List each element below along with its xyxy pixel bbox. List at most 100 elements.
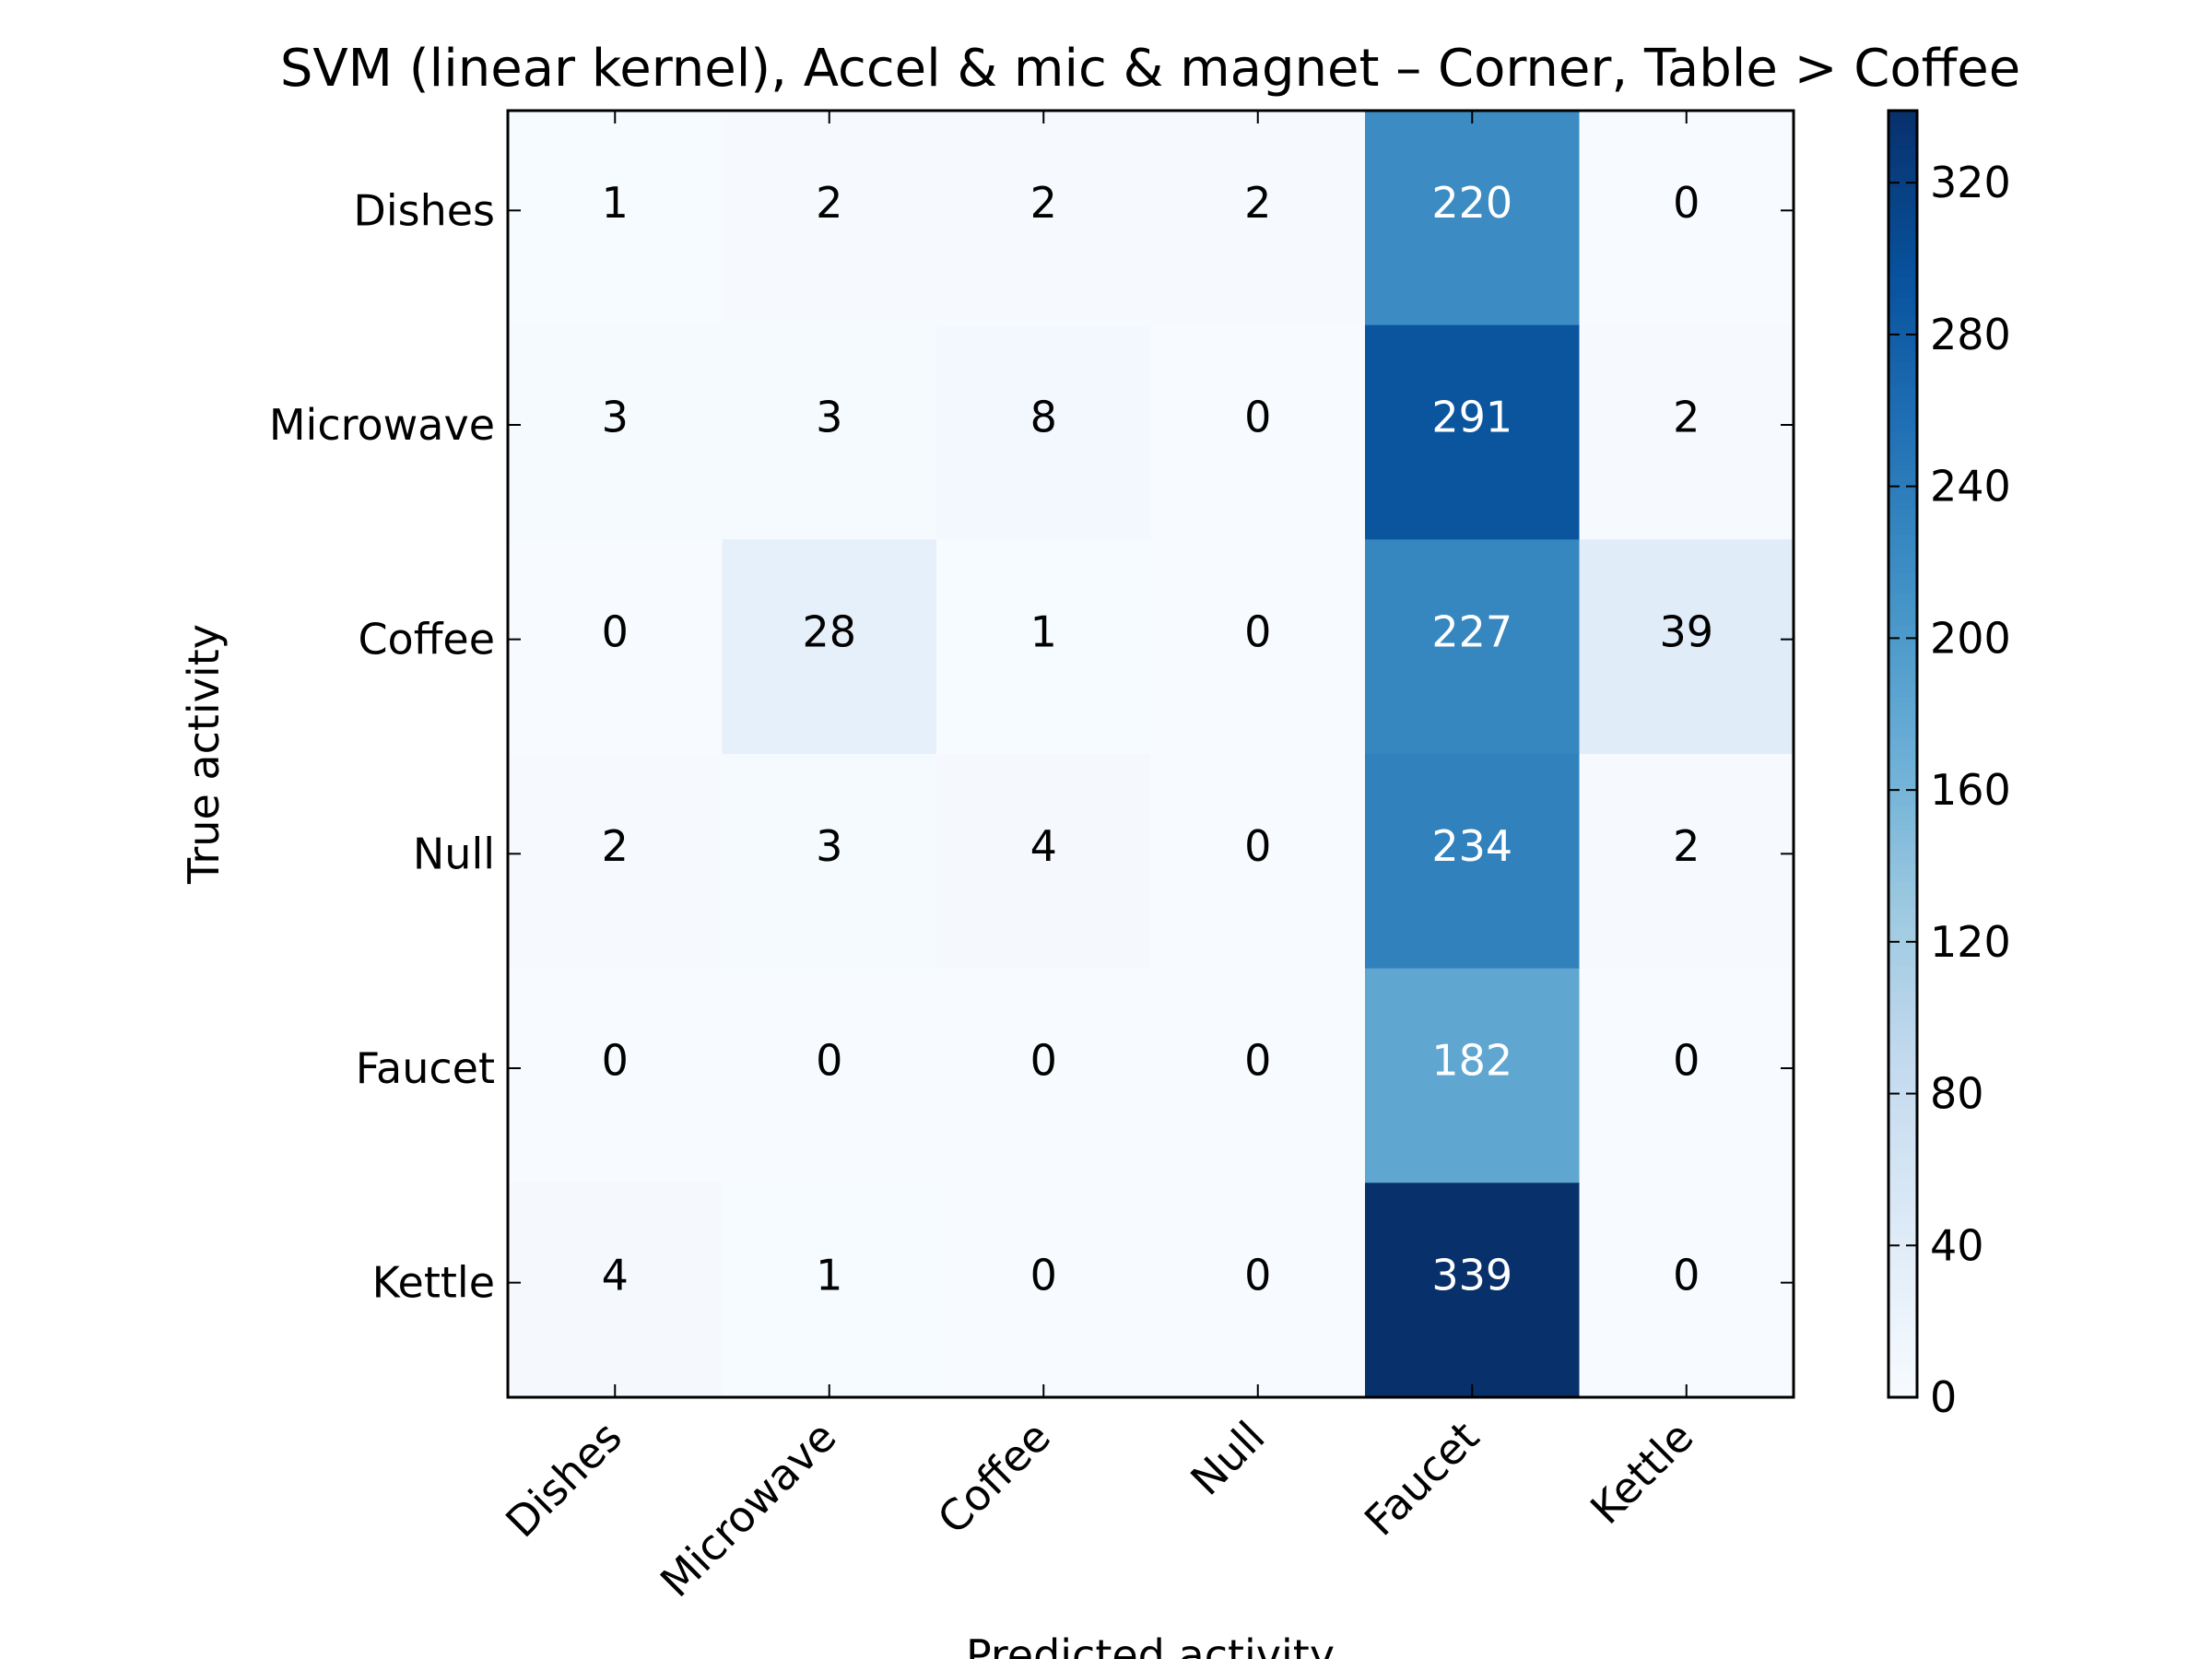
x-tick-label: Null bbox=[1181, 1412, 1274, 1505]
colorbar-segment bbox=[1888, 394, 1917, 401]
colorbar-segment bbox=[1888, 483, 1917, 491]
colorbar-tick-label: 40 bbox=[1930, 1220, 1984, 1270]
chart-title: SVM (linear kernel), Accel & mic & magne… bbox=[280, 39, 2020, 99]
colorbar-segment bbox=[1888, 502, 1917, 511]
colorbar-segment bbox=[1888, 1197, 1917, 1206]
colorbar-segment bbox=[1888, 953, 1917, 961]
colorbar-segment bbox=[1888, 657, 1917, 665]
cell-value-label: 0 bbox=[1244, 393, 1271, 442]
colorbar-segment bbox=[1888, 547, 1917, 556]
cell-value-label: 2 bbox=[1030, 178, 1057, 228]
cell-value-label: 2 bbox=[1244, 178, 1271, 228]
colorbar-segment bbox=[1888, 444, 1917, 453]
colorbar-tick-label: 0 bbox=[1930, 1372, 1957, 1422]
colorbar-segment bbox=[1888, 200, 1917, 208]
colorbar-segment bbox=[1888, 496, 1917, 504]
colorbar-segment bbox=[1888, 560, 1917, 569]
colorbar-segment bbox=[1888, 245, 1917, 253]
colorbar-segment bbox=[1888, 927, 1917, 935]
colorbar-segment bbox=[1888, 992, 1917, 1000]
colorbar-segment bbox=[1888, 541, 1917, 549]
colorbar-segment bbox=[1888, 477, 1917, 485]
heatmap-cell bbox=[1579, 754, 1794, 970]
colorbar-segment bbox=[1888, 766, 1917, 774]
colorbar-segment bbox=[1888, 116, 1917, 124]
colorbar-segment bbox=[1888, 329, 1917, 337]
colorbar-segment bbox=[1888, 985, 1917, 994]
colorbar-tick-label: 160 bbox=[1930, 765, 2011, 815]
cell-value-label: 0 bbox=[1244, 1250, 1271, 1300]
colorbar-segment bbox=[1888, 387, 1917, 394]
colorbar-segment bbox=[1888, 785, 1917, 794]
colorbar-segment bbox=[1888, 194, 1917, 202]
colorbar-segment bbox=[1888, 258, 1917, 266]
colorbar-segment bbox=[1888, 271, 1917, 279]
colorbar-segment bbox=[1888, 567, 1917, 575]
colorbar-segment bbox=[1888, 1126, 1917, 1135]
colorbar-segment bbox=[1888, 142, 1917, 150]
colorbar-segment bbox=[1888, 1204, 1917, 1212]
colorbar-segment bbox=[1888, 1210, 1917, 1218]
heatmap-cell bbox=[722, 539, 937, 755]
colorbar-segment bbox=[1888, 123, 1917, 131]
colorbar-segment bbox=[1888, 1359, 1917, 1366]
colorbar-segment bbox=[1888, 400, 1917, 407]
colorbar-segment bbox=[1888, 381, 1917, 388]
colorbar-segment bbox=[1888, 696, 1917, 703]
colorbar-segment bbox=[1888, 1024, 1917, 1031]
colorbar-segment bbox=[1888, 901, 1917, 910]
heatmap-cell bbox=[1365, 754, 1581, 970]
colorbar-segment bbox=[1888, 947, 1917, 955]
heatmap-cell bbox=[508, 324, 724, 540]
colorbar-segment bbox=[1888, 1184, 1917, 1193]
cell-value-label: 0 bbox=[1030, 1036, 1057, 1086]
colorbar-segment bbox=[1888, 1018, 1917, 1025]
plot-frame bbox=[506, 109, 1795, 1399]
colorbar-segment bbox=[1888, 1281, 1917, 1289]
colorbar-segment bbox=[1888, 1242, 1917, 1251]
y-tick-label: Coffee bbox=[358, 615, 495, 665]
colorbar-segment bbox=[1888, 1191, 1917, 1199]
colorbar-frame bbox=[1887, 109, 1919, 1399]
colorbar-segment bbox=[1888, 1391, 1917, 1398]
y-tick-label: Dishes bbox=[353, 185, 495, 235]
heatmap-cell bbox=[722, 968, 937, 1183]
colorbar-segment bbox=[1888, 631, 1917, 640]
colorbar-segment bbox=[1888, 432, 1917, 440]
heatmap-cell bbox=[1150, 111, 1366, 326]
colorbar-segment bbox=[1888, 148, 1917, 157]
colorbar-segment bbox=[1888, 1223, 1917, 1231]
colorbar-segment bbox=[1888, 1050, 1917, 1057]
colorbar-segment bbox=[1888, 850, 1917, 858]
heatmap-cell bbox=[1150, 1182, 1366, 1398]
colorbar-segment bbox=[1888, 702, 1917, 710]
colorbar-segment bbox=[1888, 580, 1917, 588]
cell-value-label: 0 bbox=[1244, 606, 1271, 656]
cell-value-label: 1 bbox=[602, 178, 629, 228]
heatmap-cell bbox=[1365, 968, 1581, 1183]
colorbar-segment bbox=[1888, 940, 1917, 948]
colorbar-segment bbox=[1888, 728, 1917, 735]
colorbar-segment bbox=[1888, 606, 1917, 614]
colorbar-segment bbox=[1888, 323, 1917, 331]
colorbar-segment bbox=[1888, 638, 1917, 646]
colorbar-segment bbox=[1888, 155, 1917, 163]
colorbar-segment bbox=[1888, 683, 1917, 690]
colorbar-segment bbox=[1888, 1352, 1917, 1359]
colorbar-segment bbox=[1888, 355, 1917, 363]
heatmap-cell bbox=[1579, 968, 1794, 1183]
colorbar-segment bbox=[1888, 1107, 1917, 1115]
colorbar-segment bbox=[1888, 1165, 1917, 1173]
colorbar-segment bbox=[1888, 297, 1917, 305]
colorbar-segment bbox=[1888, 644, 1917, 653]
colorbar-segment bbox=[1888, 1120, 1917, 1128]
colorbar-segment bbox=[1888, 111, 1917, 118]
colorbar-segment bbox=[1888, 310, 1917, 318]
colorbar-segment bbox=[1888, 406, 1917, 414]
x-tick-label: Faucet bbox=[1355, 1412, 1488, 1546]
colorbar-segment bbox=[1888, 747, 1917, 755]
cell-value-label: 0 bbox=[1244, 821, 1271, 871]
colorbar-segment bbox=[1888, 135, 1917, 144]
cell-value-label: 227 bbox=[1431, 606, 1512, 656]
colorbar-segment bbox=[1888, 677, 1917, 685]
